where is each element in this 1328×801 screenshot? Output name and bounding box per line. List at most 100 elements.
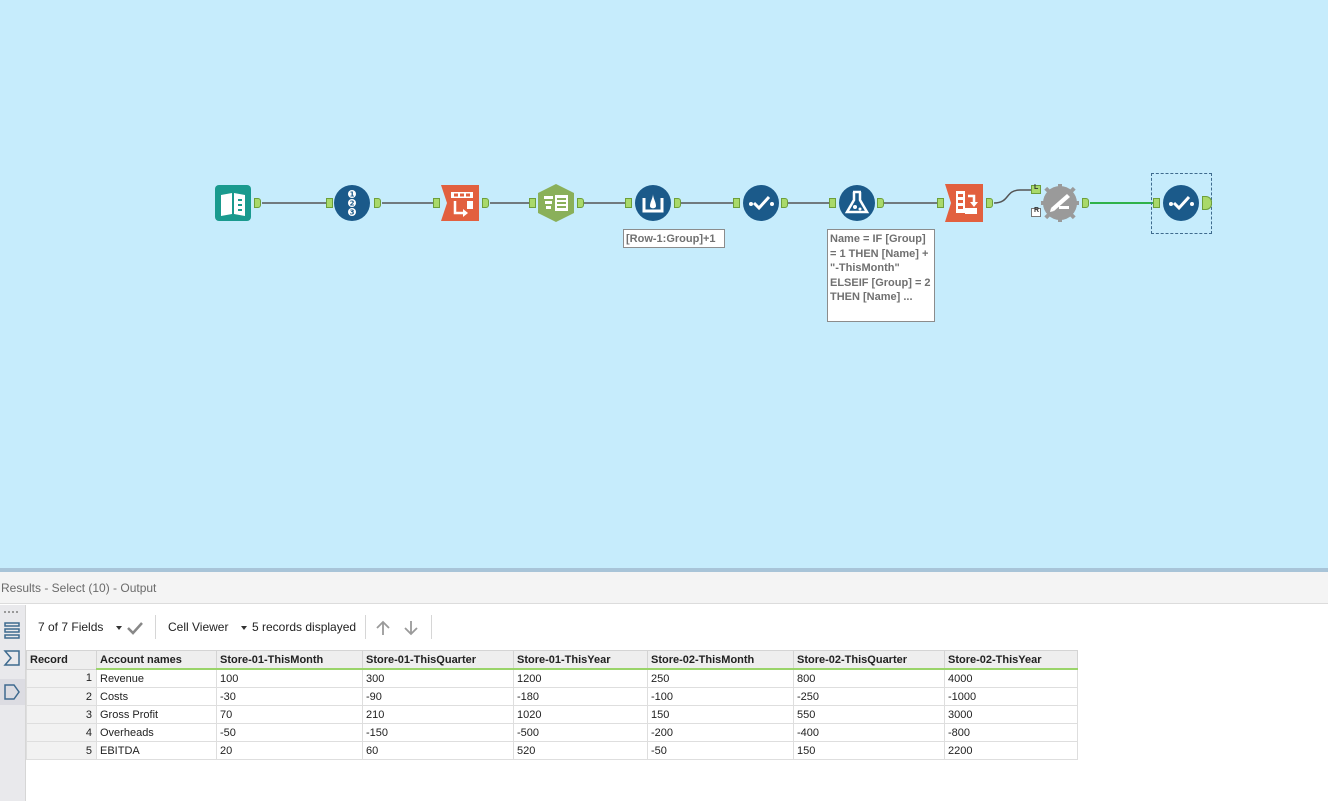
table-cell[interactable]: -30: [216, 687, 363, 706]
arrow-up-icon[interactable]: [374, 619, 392, 637]
table-cell[interactable]: Overheads: [96, 723, 217, 742]
connection-wires: [262, 189, 1155, 204]
table-row[interactable]: 3 Gross Profit 70 210 1020 150 550 3000: [26, 705, 1078, 724]
book-icon: [215, 185, 251, 221]
table-cell[interactable]: 520: [513, 741, 648, 760]
numbered-list-icon: 1 2 3: [334, 185, 370, 221]
input-port[interactable]: [1153, 198, 1160, 208]
data-cleansing-tool[interactable]: [537, 184, 574, 222]
table-row[interactable]: 4 Overheads -50 -150 -500 -200 -400 -800: [26, 723, 1078, 742]
input-port[interactable]: [829, 198, 836, 208]
select-tool[interactable]: [742, 184, 779, 221]
table-row[interactable]: 2 Costs -30 -90 -180 -100 -250 -1000: [26, 687, 1078, 706]
select-tool-selected[interactable]: [1162, 184, 1199, 221]
grip-icon[interactable]: [3, 610, 21, 616]
fields-label: 7 of 7 Fields: [38, 620, 104, 634]
table-cell[interactable]: 250: [647, 668, 794, 688]
column-header[interactable]: Record: [26, 650, 97, 670]
table-cell[interactable]: -200: [647, 723, 794, 742]
table-view-icon[interactable]: [3, 621, 21, 639]
summary-icon[interactable]: [3, 649, 21, 667]
table-cell[interactable]: 150: [793, 741, 945, 760]
output-port[interactable]: [1082, 198, 1089, 208]
table-cell[interactable]: 1020: [513, 705, 648, 724]
table-cell[interactable]: -50: [216, 723, 363, 742]
dynamic-rename-tool[interactable]: [1041, 184, 1079, 222]
input-port[interactable]: [733, 198, 740, 208]
table-cell[interactable]: Costs: [96, 687, 217, 706]
table-cell[interactable]: -500: [513, 723, 648, 742]
table-cell[interactable]: -90: [362, 687, 514, 706]
table-cell[interactable]: 150: [647, 705, 794, 724]
output-port[interactable]: [674, 198, 681, 208]
chevron-down-icon: [240, 625, 247, 630]
cleansing-icon: [538, 184, 574, 222]
checkmark-icon[interactable]: [126, 620, 144, 636]
chevron-down-icon: [115, 625, 122, 630]
output-port[interactable]: [1202, 196, 1212, 210]
table-cell[interactable]: 4000: [944, 668, 1078, 688]
table-row[interactable]: 5 EBITDA 20 60 520 -50 150 2200: [26, 741, 1078, 760]
table-cell[interactable]: 1200: [513, 668, 648, 688]
transpose-tool[interactable]: [441, 185, 479, 221]
table-cell[interactable]: Gross Profit: [96, 705, 217, 724]
column-header[interactable]: Store-02-ThisMonth: [647, 650, 794, 670]
column-header[interactable]: Store-01-ThisYear: [513, 650, 648, 670]
formula-tool[interactable]: [838, 184, 875, 221]
column-header[interactable]: Store-02-ThisYear: [944, 650, 1078, 670]
fields-dropdown[interactable]: 7 of 7 Fields: [38, 619, 123, 635]
table-cell[interactable]: -1000: [944, 687, 1078, 706]
output-port[interactable]: [254, 198, 261, 208]
text-input-tool[interactable]: [215, 185, 251, 221]
workflow-canvas[interactable]: 1 2 3: [0, 0, 1328, 568]
cell-viewer-dropdown[interactable]: Cell Viewer: [168, 619, 248, 635]
left-input-port[interactable]: [1031, 185, 1041, 194]
table-cell[interactable]: 100: [216, 668, 363, 688]
table-cell[interactable]: 550: [793, 705, 945, 724]
multi-row-formula-tool[interactable]: [634, 184, 671, 221]
output-port[interactable]: [577, 198, 584, 208]
table-cell[interactable]: -100: [647, 687, 794, 706]
table-cell[interactable]: -180: [513, 687, 648, 706]
column-header[interactable]: Store-01-ThisQuarter: [362, 650, 514, 670]
formula-annotation: Name = IF [Group] = 1 THEN [Name] + "-Th…: [827, 229, 935, 322]
column-header[interactable]: Account names: [96, 650, 217, 670]
table-cell[interactable]: Revenue: [96, 668, 217, 688]
input-port[interactable]: [433, 198, 440, 208]
table-cell[interactable]: 300: [362, 668, 514, 688]
output-anchor-icon[interactable]: [3, 683, 21, 701]
table-cell[interactable]: -50: [647, 741, 794, 760]
table-cell[interactable]: 210: [362, 705, 514, 724]
right-input-port[interactable]: [1031, 208, 1041, 217]
table-cell[interactable]: -800: [944, 723, 1078, 742]
record-number: 2: [26, 687, 97, 706]
pane-splitter[interactable]: [0, 568, 1328, 572]
cross-tab-tool[interactable]: [945, 184, 983, 222]
output-port[interactable]: [877, 198, 884, 208]
output-port[interactable]: [986, 198, 993, 208]
table-cell[interactable]: 70: [216, 705, 363, 724]
column-header[interactable]: Store-02-ThisQuarter: [793, 650, 945, 670]
input-port[interactable]: [937, 198, 944, 208]
table-cell[interactable]: 60: [362, 741, 514, 760]
table-cell[interactable]: EBITDA: [96, 741, 217, 760]
arrow-down-icon[interactable]: [402, 619, 420, 637]
output-port[interactable]: [482, 198, 489, 208]
table-row[interactable]: 1 Revenue 100 300 1200 250 800 4000: [26, 668, 1078, 688]
input-port[interactable]: [529, 198, 536, 208]
table-cell[interactable]: -150: [362, 723, 514, 742]
table-cell[interactable]: 3000: [944, 705, 1078, 724]
table-cell[interactable]: -250: [793, 687, 945, 706]
table-cell[interactable]: 20: [216, 741, 363, 760]
results-title: Results - Select (10) - Output: [0, 572, 1328, 604]
column-header[interactable]: Store-01-ThisMonth: [216, 650, 363, 670]
right-port-label: R: [1034, 207, 1040, 214]
output-port[interactable]: [374, 198, 381, 208]
record-id-tool[interactable]: 1 2 3: [334, 185, 370, 221]
output-port[interactable]: [781, 198, 788, 208]
input-port[interactable]: [326, 198, 333, 208]
table-cell[interactable]: 800: [793, 668, 945, 688]
table-cell[interactable]: -400: [793, 723, 945, 742]
input-port[interactable]: [625, 198, 632, 208]
table-cell[interactable]: 2200: [944, 741, 1078, 760]
